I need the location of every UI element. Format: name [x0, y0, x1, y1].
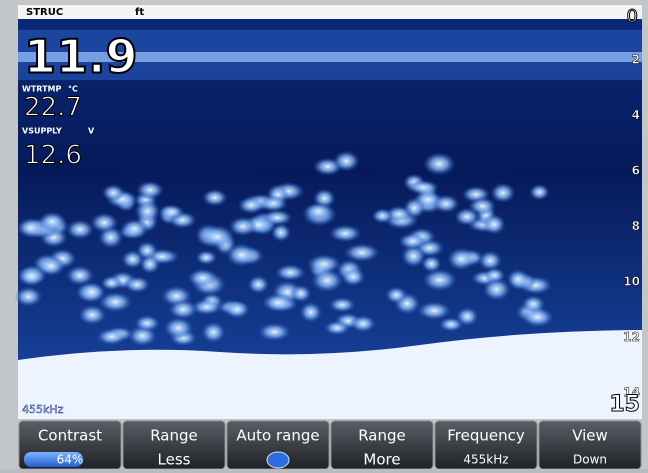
- button-value: 64%: [57, 453, 84, 467]
- readout-value: 22.7: [24, 93, 82, 123]
- fish-echo: [262, 293, 295, 312]
- page: STRUC ft 0 11.9 WTRTMP °C 22.7 VSUPPLY V…: [0, 0, 648, 469]
- range-bottom: 15: [609, 392, 640, 417]
- unit: ft: [135, 7, 144, 18]
- fish-echo: [333, 151, 360, 172]
- fish-echo: [271, 223, 291, 242]
- fish-echo: [78, 305, 106, 325]
- fish-echo: [350, 315, 376, 332]
- fish-echo: [120, 219, 148, 238]
- fish-echo: [291, 285, 312, 303]
- fish-echo: [507, 269, 529, 290]
- fish-echo: [468, 197, 496, 215]
- fish-echo: [484, 267, 505, 283]
- readout-unit: V: [88, 127, 95, 136]
- toggle-icon: [267, 452, 289, 468]
- fish-echo: [259, 195, 287, 211]
- fish-echo: [248, 275, 269, 293]
- fish-echo: [417, 301, 451, 319]
- menu-button[interactable]: Range More: [331, 421, 433, 469]
- fish-echo: [522, 295, 545, 312]
- fish-echo: [102, 184, 125, 201]
- fish-echo: [159, 205, 184, 220]
- menu-button[interactable]: Auto range: [227, 421, 329, 469]
- fish-echo: [324, 320, 350, 335]
- fish-echo: [134, 315, 160, 331]
- menu-button[interactable]: View Down: [539, 421, 641, 469]
- sonar-screen: STRUC ft 0 11.9 WTRTMP °C 22.7 VSUPPLY V…: [0, 0, 648, 469]
- fish-echo: [17, 266, 45, 286]
- fish-echo: [447, 248, 475, 271]
- button-title: View: [572, 427, 608, 445]
- fish-echo: [124, 276, 150, 293]
- fish-echo: [341, 268, 365, 287]
- depth-label: 4: [632, 108, 640, 122]
- fish-echo: [423, 152, 456, 175]
- button-title: Range: [150, 427, 198, 445]
- depth-label: 6: [632, 164, 640, 178]
- fish-echo: [258, 323, 291, 341]
- fish-echo: [490, 183, 515, 203]
- menu-button[interactable]: Range Less: [123, 421, 225, 469]
- button-value: Less: [158, 451, 191, 469]
- depth-label: 8: [632, 219, 640, 233]
- fish-echo: [275, 264, 306, 281]
- fish-echo: [329, 297, 356, 312]
- fish-echo: [14, 287, 42, 307]
- fish-echo: [304, 203, 332, 220]
- depth-label: 10: [623, 275, 640, 289]
- frequency-label: 455kHz: [22, 403, 64, 416]
- fish-echo: [187, 269, 218, 288]
- fish-echo: [66, 219, 94, 239]
- fish-echo: [529, 184, 549, 200]
- button-title: Frequency: [447, 427, 525, 445]
- fish-echo: [398, 233, 427, 250]
- depth-label: 12: [623, 330, 640, 344]
- menu-button[interactable]: Contrast 64%: [19, 421, 121, 469]
- depth-label: 2: [632, 53, 640, 67]
- depth-readout: 11.9: [24, 30, 138, 84]
- fish-echo: [329, 225, 361, 243]
- button-value: Down: [573, 453, 607, 467]
- button-value: 455kHz: [463, 453, 508, 467]
- fish-echo: [169, 299, 198, 319]
- top-bar: [18, 5, 642, 19]
- fish-echo: [164, 317, 194, 339]
- fish-echo: [456, 307, 478, 326]
- readout-label: VSUPPLY: [22, 127, 62, 136]
- fish-echo: [97, 329, 127, 345]
- fish-echo: [200, 225, 235, 248]
- fish-echo: [433, 194, 460, 213]
- fish-echo: [226, 243, 257, 267]
- fish-echo: [201, 322, 225, 343]
- button-value: More: [363, 451, 400, 469]
- fish-echo: [202, 189, 228, 206]
- button-title: Contrast: [38, 427, 102, 445]
- mode: STRUC: [26, 7, 63, 18]
- fish-echo: [136, 181, 164, 200]
- fish-echo: [385, 286, 407, 303]
- fish-echo: [140, 254, 160, 274]
- fish-echo: [196, 250, 217, 264]
- range-top: 0: [627, 6, 638, 27]
- fish-echo: [224, 301, 249, 319]
- fish-echo: [300, 302, 322, 323]
- fish-echo: [66, 265, 94, 285]
- fish-echo: [483, 214, 506, 235]
- fish-echo: [372, 208, 394, 223]
- fish-echo: [311, 269, 343, 293]
- fish-echo: [422, 269, 457, 292]
- readout-value: 12.6: [24, 141, 82, 171]
- fish-echo: [17, 218, 45, 238]
- button-title: Auto range: [236, 427, 319, 445]
- menu-button[interactable]: Frequency 455kHz: [435, 421, 537, 469]
- fish-echo: [407, 180, 439, 195]
- button-title: Range: [358, 427, 406, 445]
- fish-echo: [90, 213, 118, 233]
